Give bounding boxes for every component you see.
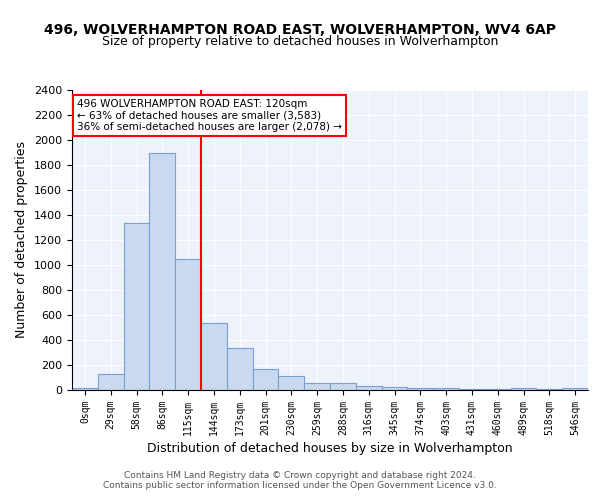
Bar: [562, 388, 588, 390]
Bar: [278, 376, 304, 390]
Bar: [433, 388, 459, 390]
Bar: [253, 369, 278, 390]
Y-axis label: Number of detached properties: Number of detached properties: [16, 142, 28, 338]
Text: Size of property relative to detached houses in Wolverhampton: Size of property relative to detached ho…: [102, 35, 498, 48]
Bar: [149, 152, 175, 390]
Bar: [511, 388, 536, 390]
Bar: [356, 386, 382, 390]
Bar: [407, 388, 433, 390]
Bar: [98, 374, 124, 390]
X-axis label: Distribution of detached houses by size in Wolverhampton: Distribution of detached houses by size …: [147, 442, 513, 455]
Text: 496 WOLVERHAMPTON ROAD EAST: 120sqm
← 63% of detached houses are smaller (3,583): 496 WOLVERHAMPTON ROAD EAST: 120sqm ← 63…: [77, 99, 342, 132]
Bar: [382, 387, 407, 390]
Bar: [304, 383, 330, 390]
Bar: [227, 348, 253, 390]
Bar: [72, 388, 98, 390]
Bar: [459, 389, 485, 390]
Text: 496, WOLVERHAMPTON ROAD EAST, WOLVERHAMPTON, WV4 6AP: 496, WOLVERHAMPTON ROAD EAST, WOLVERHAMP…: [44, 22, 556, 36]
Bar: [124, 222, 149, 390]
Text: Contains HM Land Registry data © Crown copyright and database right 2024.
Contai: Contains HM Land Registry data © Crown c…: [103, 470, 497, 490]
Bar: [330, 383, 356, 390]
Bar: [201, 322, 227, 390]
Bar: [175, 260, 201, 390]
